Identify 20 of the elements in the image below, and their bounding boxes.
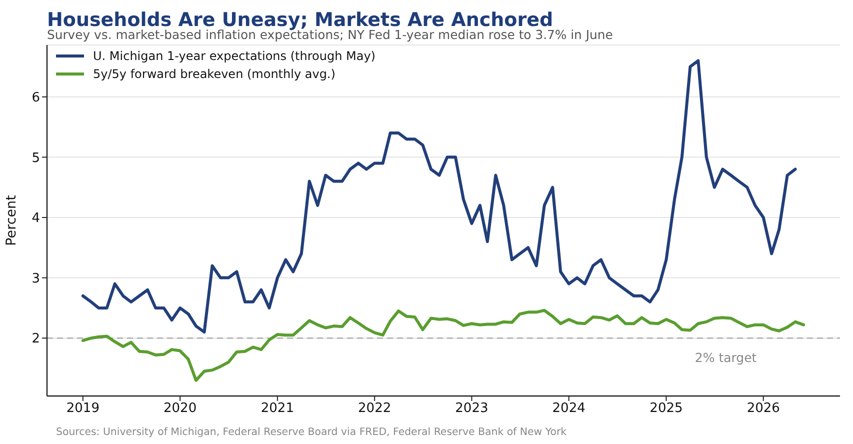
chart-title: Households Are Uneasy; Markets Are Anchored [47,9,554,31]
x-tick-label: 2025 [650,401,683,416]
legend-label: 5y/5y forward breakeven (monthly avg.) [93,67,336,81]
y-tick-label: 6 [32,90,40,106]
line-series [81,308,806,382]
x-tick-label: 2020 [164,401,197,416]
x-tick-label: 2021 [260,401,294,416]
x-tick-label: 2019 [66,401,100,416]
x-tick-label: 2024 [552,401,586,416]
y-tick-label: 2 [32,332,40,347]
ref-line-label: 2% target [694,350,757,366]
source-note: Sources: University of Michigan, Federal Reserve Board via FRED, Federal Reserve Bank of New York [56,427,567,438]
y-axis-title: Percent [4,195,20,246]
x-tick-label: 2022 [358,401,392,416]
y-tick-label: 5 [32,150,40,166]
y-tick-label: 4 [32,211,40,226]
legend-label: U. Michigan 1-year expectations (through May) [93,49,376,63]
x-tick-label: 2026 [746,401,780,416]
x-tick-label: 2023 [455,401,488,416]
y-tick-label: 3 [32,271,40,286]
